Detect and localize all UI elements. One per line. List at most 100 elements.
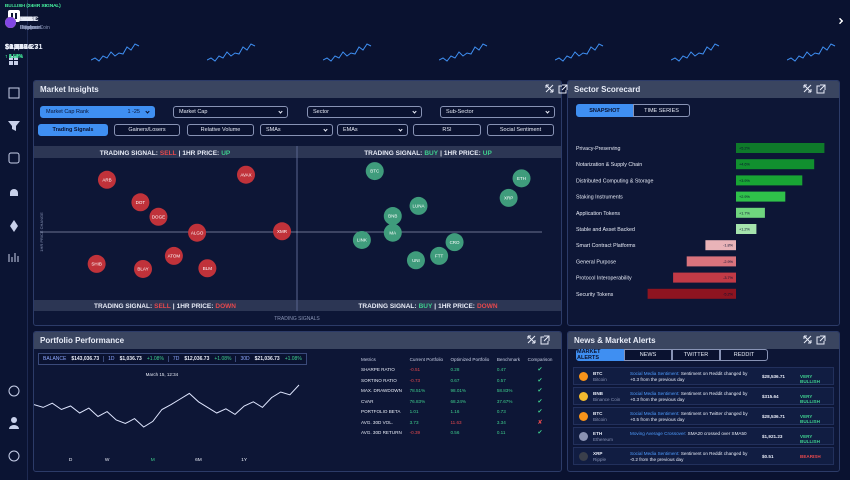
- sparkline-path: [671, 43, 720, 62]
- news-row[interactable]: XRP Ripple Social Media Sentiment: Sentime…: [573, 447, 834, 465]
- coin-bubble: [383, 207, 402, 226]
- scorecard-tab[interactable]: TIME SERIES: [633, 104, 690, 117]
- scorecard-tab[interactable]: SNAPSHOT: [576, 104, 633, 117]
- sector-name: Smart Contract Platforms: [576, 243, 636, 249]
- quadrant-label-part: TRADING SIGNAL:: [94, 303, 152, 310]
- table-cell: PORTFOLIO BETA: [361, 409, 401, 415]
- quadrant-label: TRADING SIGNAL: SELL | 1HR PRICE: DOWN: [94, 303, 236, 310]
- bubble-label: SHIB: [91, 262, 102, 267]
- table-cell: 0.56: [450, 430, 460, 436]
- expand-icon: [803, 335, 812, 344]
- news-tab[interactable]: NEWS: [624, 349, 672, 361]
- news-headline: Social Media Sentiment:: [630, 411, 680, 416]
- news-row[interactable]: BTC Bitcoin Social Media Sentiment: Sentim…: [573, 367, 834, 385]
- table-cell: 0.47: [496, 367, 506, 373]
- news-row[interactable]: BTC Bitcoin Social Media Sentiment: Sentim…: [573, 407, 834, 425]
- quadrant-label-part: TRADING SIGNAL:: [100, 150, 158, 157]
- news-tab[interactable]: MARKET ALERTS: [576, 349, 624, 361]
- expand-icon: [545, 84, 554, 93]
- coin-change: ↑ 4.24%: [5, 54, 24, 60]
- quadrant-label-part: DOWN: [477, 303, 498, 310]
- stat-change: +1.08%: [284, 356, 302, 362]
- sidebar-icons: [8, 10, 20, 462]
- tab-button[interactable]: Trading Signals: [38, 124, 108, 136]
- tab-label: Relative Volume: [200, 127, 241, 133]
- tab-button[interactable]: Social Sentiment: [487, 124, 554, 136]
- sparkline: [323, 43, 372, 62]
- sector-name: Security Tokens: [576, 292, 614, 298]
- stat-label: BALANCE: [43, 356, 67, 362]
- sector-name: General Purpose: [576, 259, 616, 265]
- news-tab[interactable]: TWITTER: [672, 349, 720, 361]
- coin-icon: [579, 452, 588, 461]
- filter-dropdown[interactable]: Market Cap Rank 1 -25: [40, 106, 155, 118]
- news-price: $0.51: [762, 454, 774, 459]
- tab-button[interactable]: Relative Volume: [187, 124, 254, 136]
- stat-value: $12,036.73: [184, 356, 210, 362]
- news-detail: Sentiment on Reddit changed by -0.2 from…: [630, 451, 748, 462]
- sector-bar: [736, 143, 825, 153]
- bar-value-label: +4.6%: [739, 163, 750, 167]
- panel-actions: [803, 335, 826, 345]
- news-price: $28,536.71: [762, 414, 785, 419]
- table-row: PORTFOLIO BETA 1.01 1.16 0.73 ✔: [358, 407, 556, 418]
- tab-button[interactable]: EMAs: [337, 124, 408, 136]
- coin-change: ↑ 2.04%: [5, 54, 24, 60]
- bubble-label: LUNA: [413, 204, 425, 209]
- tab-label: RSI: [442, 127, 452, 133]
- sparkline-path: [207, 43, 256, 62]
- sparkline: [439, 43, 488, 62]
- bubble-label: BTC: [370, 169, 380, 174]
- stat: 30D $21,036.73 +1.08%: [235, 356, 305, 362]
- sector-name: Staking Instruments: [576, 195, 623, 201]
- coin-symbol: ETH: [20, 17, 32, 23]
- bubble-label: BLAY: [137, 267, 148, 272]
- panel-title: News & Market Alerts: [568, 332, 839, 349]
- filter-value-text: 1 -25: [127, 109, 140, 115]
- sector-bar: [647, 288, 736, 299]
- table-cell: 3.34: [496, 419, 506, 425]
- table-cell: 68.24%: [450, 398, 467, 404]
- coin-change: ↑ 1.54%: [5, 54, 24, 60]
- news-text: Social Media Sentiment: Sentiment on Red…: [630, 451, 755, 463]
- sidebar: [0, 0, 28, 480]
- news-sentiment: VERY BULLISH: [800, 434, 820, 444]
- bar-value-label: +3.9%: [739, 179, 750, 183]
- panel-title: Portfolio Performance: [34, 332, 561, 349]
- chevron: [145, 108, 150, 114]
- coin-bubble: [164, 246, 183, 265]
- bubble-label: UNI: [412, 258, 420, 263]
- stat-label: 1D: [108, 356, 115, 362]
- news-headline: Social Media Sentiment:: [630, 451, 680, 456]
- separator: |: [179, 150, 181, 157]
- filter-dropdown[interactable]: Market Cap: [173, 106, 288, 118]
- news-row[interactable]: ETH Ethereum Moving Average Crossover: SMA…: [573, 427, 834, 445]
- table-cell: ✔: [537, 398, 543, 405]
- filter-dropdown[interactable]: Sub-Sector: [440, 106, 555, 118]
- news-row[interactable]: BNB Binance Coin Social Media Sentiment: S…: [573, 387, 834, 405]
- filter-dropdown[interactable]: Sector: [307, 106, 422, 118]
- sector-name: Application Tokens: [576, 211, 620, 217]
- tab-button[interactable]: RSI: [413, 124, 481, 136]
- table-cell: 0.28: [450, 367, 460, 373]
- news-text: Moving Average Crossover: SMA20 crossed …: [630, 431, 755, 437]
- table-row: CVAR 76.83% 68.24% 37.67% ✔: [358, 396, 556, 407]
- quadrant-label-part: TRADING SIGNAL:: [358, 303, 416, 310]
- news-tab[interactable]: REDDIT: [720, 349, 768, 361]
- table-cell: ✔: [537, 377, 543, 384]
- table-cell: 0.73: [496, 409, 506, 415]
- tab-button[interactable]: SMAs: [260, 124, 333, 136]
- coin-bubble: [188, 223, 207, 242]
- sector-scorecard-panel: Sector Scorecard: [567, 80, 840, 326]
- coin-symbol: ADA: [20, 17, 33, 23]
- signal-label: BULLISH (24HR SIGNAL): [5, 4, 61, 9]
- header-cell: Current Portfolio: [409, 356, 444, 362]
- tab-label: Gainers/Losers: [128, 127, 166, 133]
- stat-label: 30D: [240, 356, 250, 362]
- sparkline: [555, 43, 604, 62]
- stat-value: $143,036.73: [71, 356, 100, 362]
- tab-label: EMAs: [343, 127, 358, 133]
- bubble-label: XRP: [504, 196, 513, 201]
- tab-button[interactable]: Gainers/Losers: [114, 124, 180, 136]
